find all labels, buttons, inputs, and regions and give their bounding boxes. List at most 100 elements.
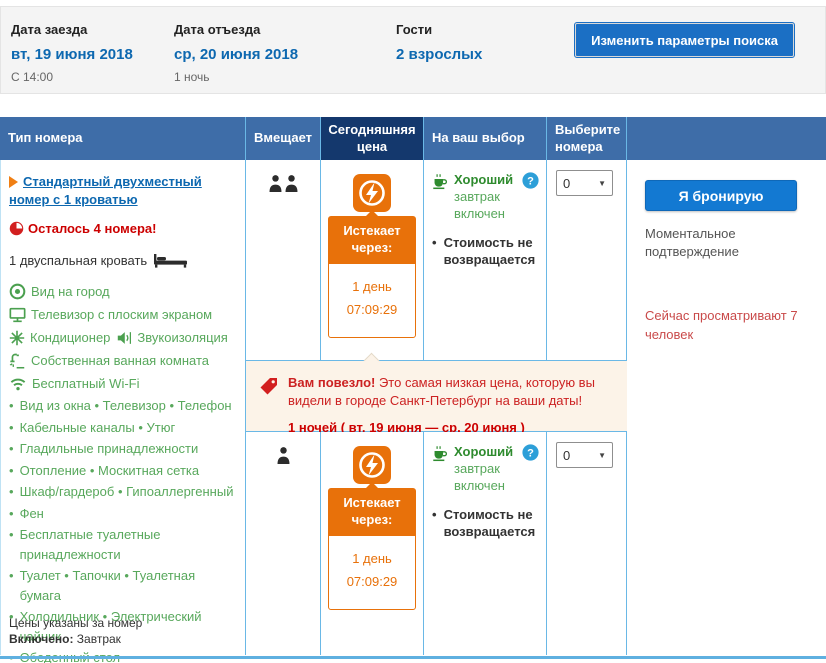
nonrefundable-line-2: • Стоимость не возвращается: [432, 506, 536, 539]
amenity-label: Кондиционер: [30, 330, 111, 346]
svg-text:?: ?: [527, 175, 534, 187]
change-search-button[interactable]: Изменить параметры поиска: [574, 22, 795, 58]
checkin-date[interactable]: вт, 19 июня 2018: [11, 46, 133, 63]
select-caret-icon: ▼: [598, 450, 606, 460]
eye-icon: [9, 283, 26, 300]
scarcity-line: Осталось 4 номера!: [9, 221, 239, 236]
room-notes: Цены указаны за номер Включено: Завтрак: [9, 615, 142, 647]
checkin-time-note: С 14:00: [11, 70, 54, 84]
header-select-rooms: Выберите номера: [547, 117, 627, 160]
header-sleeps: Вмещает: [246, 117, 321, 160]
guests-group: Гости 2 взрослых: [396, 22, 482, 63]
amenity-line: Телевизор с плоским экраном: [9, 304, 239, 325]
breakfast-text: Хороший завтрак включен: [454, 444, 514, 493]
table-bottom-border: [0, 656, 826, 659]
checkout-group: Дата отъезда ср, 20 июня 2018 1 ночь: [174, 22, 298, 84]
amenity-line: Собственная ванная комната: [9, 350, 239, 371]
amenity-label: Телевизор с плоским экраном: [31, 307, 213, 323]
speaker-icon: [116, 331, 132, 345]
amenity-label: Бесплатный Wi-Fi: [32, 376, 140, 392]
price-cell-1: Истекает через: 1 день 07:09:29 11 875 р…: [321, 160, 424, 382]
tv-icon: [9, 307, 26, 323]
amenity-label: Вид на город: [31, 284, 110, 300]
flash-deal-icon[interactable]: [352, 445, 392, 485]
amenity-bullet-line: • Туалет • Тапочки • Туалетная бумага: [9, 568, 196, 603]
amenity-line: Бесплатный Wi-Fi: [9, 373, 239, 394]
nights-note: 1 ночь: [174, 70, 210, 84]
header-price-today: Сегодняшняя цена: [321, 117, 424, 160]
rooms-table: Тип номера Вмещает Сегодняшняя цена На в…: [0, 117, 826, 663]
banner-bold: Вам повезло!: [288, 375, 376, 390]
price-per-room-note: Цены указаны за номер: [9, 615, 143, 630]
person-icon: [269, 175, 282, 192]
guests-value[interactable]: 2 взрослых: [396, 46, 483, 63]
checkout-label: Дата отъезда: [174, 22, 261, 37]
breakfast-text: Хороший завтрак включен: [454, 172, 514, 221]
amenity-bullet-line: • Шкаф/гардероб • Гипоаллергенный: [9, 484, 234, 500]
banner-text-line: Вам повезло! Это самая низкая цена, кото…: [288, 375, 595, 408]
book-now-button[interactable]: Я бронирую: [645, 180, 797, 211]
amenity-line: Кондиционер Звукоизоляция: [9, 327, 239, 348]
shower-icon: [9, 353, 26, 369]
amenity-bullet-line: • Вид из окна • Телевизор • Телефон: [9, 398, 232, 414]
expires-time: 07:09:29: [346, 301, 398, 317]
instant-confirmation-text: Моментальное подтверждение: [645, 226, 739, 260]
wifi-icon: [9, 376, 27, 391]
scarcity-text: Осталось 4 номера!: [28, 221, 157, 237]
breakfast-line-1: Хороший завтрак включен: [432, 172, 538, 223]
expires-label: Истекает через:: [329, 482, 415, 536]
help-question-icon[interactable]: ?: [522, 172, 539, 189]
svg-text:?: ?: [527, 447, 534, 459]
occupancy-cell-2: [246, 432, 321, 655]
occupancy-cell-1: [246, 160, 321, 360]
amenity-bullet-line: • Бесплатные туалетные принадлежности: [9, 527, 161, 562]
expires-days: 1 день: [352, 550, 392, 566]
amenity-bullet-line: • Кабельные каналы • Утюг: [9, 419, 176, 435]
expires-label: Истекает через:: [329, 210, 415, 264]
expires-tooltip-2: Истекает через: 1 день 07:09:29: [328, 482, 416, 611]
bed-line: 1 двуспальная кровать: [9, 252, 239, 268]
person-icon: [277, 447, 290, 464]
header-choices: На ваш выбор: [424, 117, 547, 160]
price-tag-icon: [259, 376, 279, 396]
expires-time: 07:09:29: [346, 573, 398, 589]
amenity-line: Вид на город: [9, 281, 239, 302]
breakfast-line-2: Хороший завтрак включен: [432, 444, 538, 495]
amenity-icon-lines: Вид на город Телевизор с плоским экраном К…: [9, 281, 239, 394]
viewers-count-text: Сейчас просматривают 7 человек: [645, 308, 798, 342]
expires-countdown: 1 день 07:09:29: [329, 536, 415, 610]
checkin-group: Дата заезда вт, 19 июня 2018 С 14:00: [11, 22, 133, 84]
rooms-quantity-select-1[interactable]: 0 ▼: [556, 170, 613, 196]
search-summary-bar: Дата заезда вт, 19 июня 2018 С 14:00 Дат…: [0, 6, 826, 94]
room-arrow-icon: [9, 175, 18, 188]
amenity-bullet-line: • Фен: [9, 505, 44, 521]
help-question-icon[interactable]: ?: [522, 444, 539, 461]
urgency-clock-icon: [9, 221, 24, 236]
amenity-bullet-lines: • Вид из окна • Телевизор • Телефон • Кабел…: [9, 396, 239, 663]
header-room-type: Тип номера: [0, 117, 246, 160]
bed-text: 1 двуспальная кровать: [9, 252, 148, 268]
choices-cell-1: Хороший завтрак включен ? • Стоимость не…: [424, 160, 547, 360]
amenity-bullet-line: • Гладильные принадлежности: [9, 441, 199, 457]
ac-icon: [9, 330, 25, 346]
select-caret-icon: ▼: [598, 178, 606, 188]
room-name-link[interactable]: Стандартный двухместный номер с 1 кроват…: [9, 174, 202, 207]
choices-cell-2: Хороший завтрак включен ? • Стоимость не…: [424, 432, 547, 655]
expires-countdown: 1 день 07:09:29: [329, 264, 415, 338]
banner-dates: 1 ночей ( вт, 19 июня — ср, 20 июня ): [288, 420, 525, 436]
checkin-label: Дата заезда: [11, 22, 88, 37]
select-cell-2: 0 ▼: [547, 432, 627, 655]
lowest-price-banner: Вам повезло! Это самая низкая цена, кото…: [246, 352, 627, 435]
rooms-quantity-select-2[interactable]: 0 ▼: [556, 442, 613, 468]
expires-tooltip-1: Истекает через: 1 день 07:09:29: [328, 210, 416, 339]
expires-days: 1 день: [352, 278, 392, 294]
amenity-label: Звукоизоляция: [137, 330, 228, 346]
flash-deal-icon[interactable]: [352, 173, 392, 213]
checkout-date[interactable]: ср, 20 июня 2018: [174, 46, 299, 63]
bed-icon: [153, 252, 189, 268]
room-title-line: Стандартный двухместный номер с 1 кроват…: [9, 173, 239, 208]
amenities-list: Вид на город Телевизор с плоским экраном К…: [9, 281, 239, 663]
guests-label: Гости: [396, 22, 433, 37]
price-cell-2: Истекает через: 1 день 07:09:29 11 732 р…: [321, 432, 424, 655]
